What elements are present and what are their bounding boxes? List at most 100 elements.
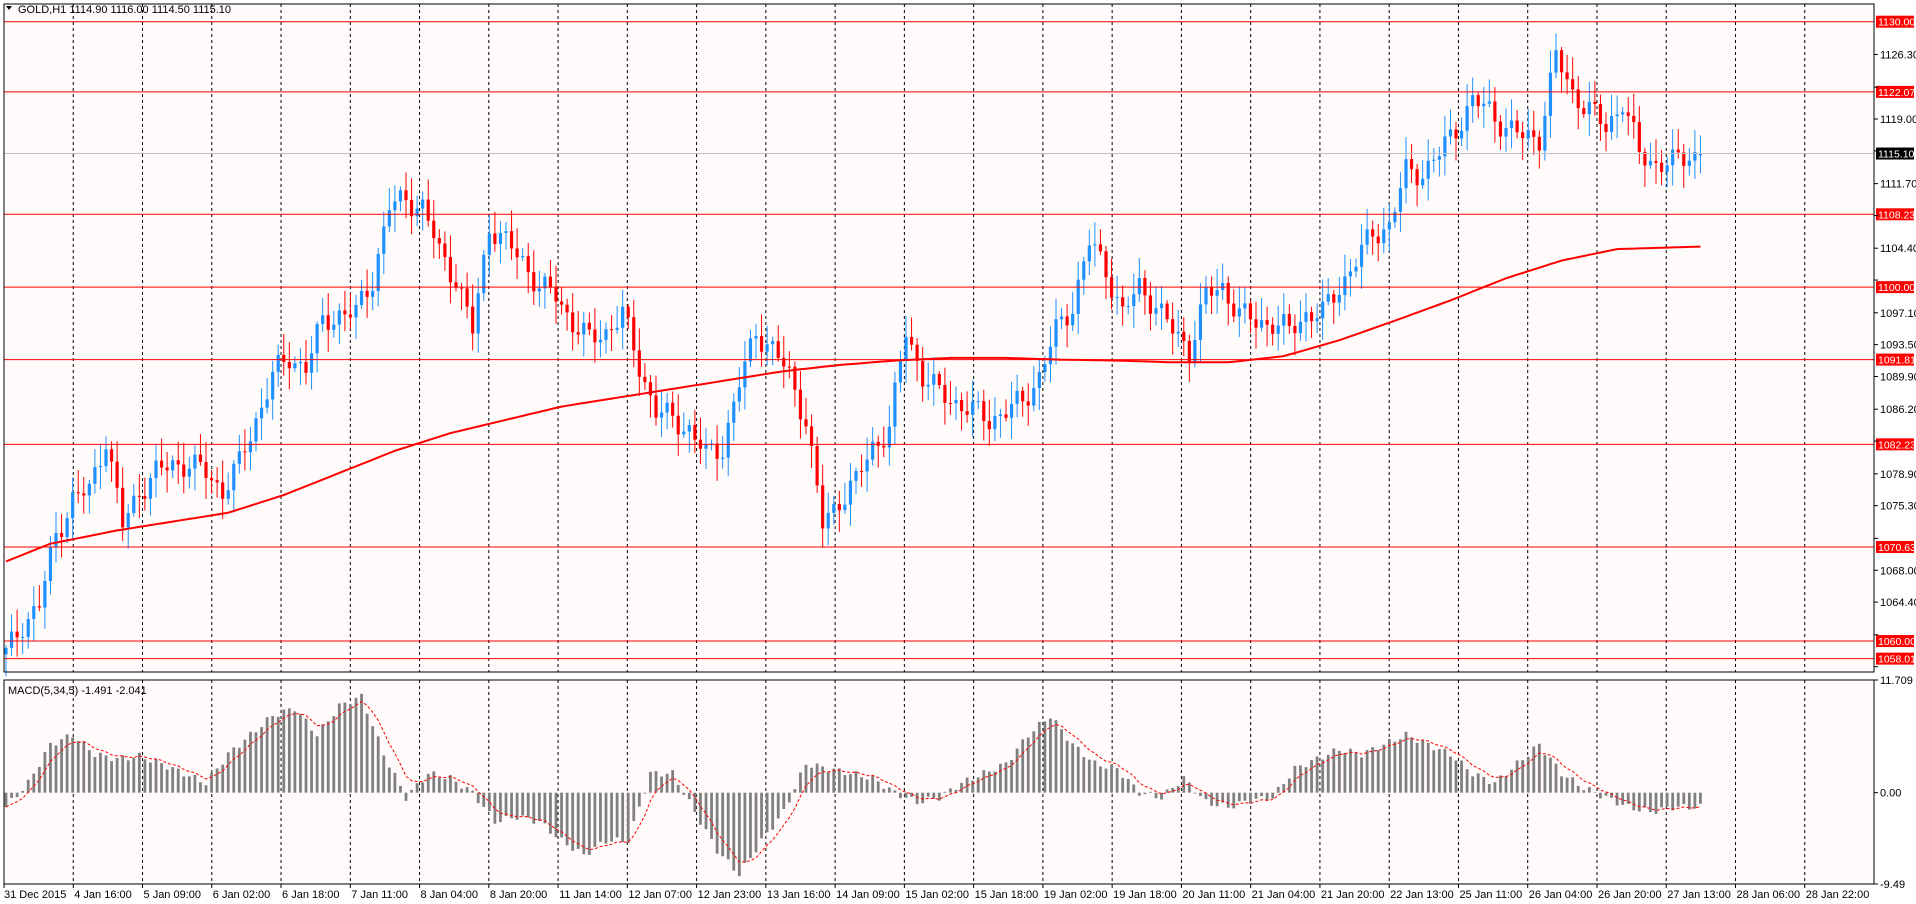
candle-body	[1532, 130, 1536, 137]
candle-body	[398, 190, 403, 202]
macd-bar	[776, 792, 780, 819]
level-label: 1100.00	[1878, 282, 1915, 294]
main-panel-border	[3, 3, 1875, 673]
macd-bar	[71, 737, 75, 793]
candle-body	[315, 324, 319, 354]
macd-bar	[732, 792, 736, 871]
macd-bar	[726, 792, 730, 860]
macd-bar	[804, 764, 808, 793]
macd-bar	[171, 767, 175, 793]
candle-body	[1293, 325, 1297, 334]
candle-body	[1643, 151, 1647, 166]
candle-body	[982, 401, 986, 422]
candle-body	[1165, 303, 1169, 320]
macd-bar	[599, 792, 602, 842]
time-label: 15 Jan 18:00	[975, 889, 1039, 901]
macd-bar	[865, 779, 869, 793]
candle-body	[376, 253, 380, 292]
macd-bar	[1410, 737, 1413, 793]
macd-bar	[643, 792, 647, 794]
macd-bar	[137, 752, 141, 793]
candle-body	[1093, 244, 1097, 246]
macd-bar	[1026, 737, 1030, 793]
candle-body	[1404, 159, 1408, 189]
macd-bar	[649, 771, 652, 793]
macd-bar	[343, 702, 347, 793]
macd-bar	[1049, 718, 1052, 793]
candle-body	[732, 401, 736, 423]
candle-body	[165, 467, 169, 471]
macd-bar	[1087, 759, 1091, 793]
macd-bar	[26, 779, 30, 793]
macd-bar	[232, 747, 236, 793]
macd-bar	[382, 755, 386, 793]
candle-body	[882, 445, 886, 448]
macd-bar	[682, 792, 686, 795]
level-label: 1130.00	[1878, 17, 1915, 29]
macd-bar	[1426, 742, 1430, 793]
macd-bar	[487, 792, 491, 812]
candle-body	[843, 504, 847, 511]
time-label: 6 Jan 02:00	[213, 889, 271, 901]
candle-body	[21, 636, 25, 638]
macd-bar	[1432, 750, 1436, 793]
macd-bar	[876, 781, 880, 793]
candle-body	[754, 336, 758, 339]
candle-body	[1104, 251, 1108, 278]
candle-body	[348, 314, 353, 318]
candle-body	[965, 411, 969, 415]
candle-body	[643, 376, 647, 383]
macd-bar	[132, 757, 136, 793]
candle-body	[15, 631, 19, 638]
candle-body	[132, 495, 136, 514]
time-label: 8 Jan 20:00	[490, 889, 548, 901]
macd-bar	[860, 777, 863, 793]
candle-body	[993, 416, 997, 430]
candle-body	[765, 344, 769, 352]
candle-body	[776, 341, 780, 358]
macd-bar	[1121, 777, 1125, 793]
macd-bar	[743, 792, 747, 863]
macd-bar	[521, 792, 525, 816]
candle-body	[1254, 319, 1258, 328]
candle-body	[354, 304, 358, 318]
candle-body	[737, 387, 741, 402]
candle-body	[1665, 165, 1669, 172]
candle-body	[971, 401, 975, 415]
candle-body	[1304, 312, 1308, 322]
candle-body	[359, 290, 364, 305]
candle-body	[1298, 321, 1303, 334]
main-chart-panel[interactable]	[4, 4, 1874, 677]
macd-bar	[1693, 792, 1697, 809]
candle-body	[721, 457, 725, 459]
candle-body	[276, 354, 280, 372]
candle-body	[654, 395, 658, 418]
candle-body	[715, 443, 719, 459]
time-label: 7 Jan 11:00	[351, 889, 408, 901]
time-label: 5 Jan 09:00	[144, 889, 202, 901]
candle-body	[726, 422, 730, 458]
candle-body	[1048, 346, 1053, 365]
candle-body	[521, 256, 525, 258]
price-label: 1111.70	[1880, 179, 1916, 191]
candle-body	[154, 460, 158, 479]
candle-body	[559, 301, 564, 305]
candle-body	[1365, 229, 1369, 245]
candle-body	[382, 226, 386, 254]
macd-bar	[515, 792, 519, 820]
macd-bar	[1671, 792, 1675, 811]
macd-bar	[1287, 778, 1291, 793]
candle-body	[1437, 156, 1441, 160]
candle-body	[865, 459, 869, 472]
candle-body	[1287, 313, 1291, 326]
macd-bar	[1354, 752, 1358, 793]
candle-body	[93, 467, 97, 484]
candle-body	[1576, 89, 1580, 109]
dropdown-icon[interactable]	[6, 6, 12, 10]
macd-bar	[360, 693, 363, 793]
time-label: 13 Jan 16:00	[767, 889, 831, 901]
macd-bar	[626, 792, 630, 844]
candle-body	[1221, 282, 1225, 291]
macd-panel[interactable]	[4, 680, 1874, 884]
